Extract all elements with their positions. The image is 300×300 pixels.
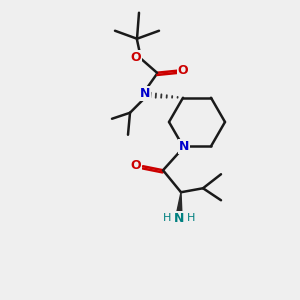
Text: N: N — [179, 140, 189, 153]
Text: H: H — [187, 213, 195, 223]
Text: O: O — [131, 159, 141, 172]
Text: O: O — [178, 64, 188, 77]
Text: N: N — [140, 87, 150, 100]
Text: H: H — [163, 213, 171, 223]
Text: O: O — [131, 51, 141, 64]
Polygon shape — [176, 192, 182, 217]
Text: N: N — [174, 212, 184, 225]
